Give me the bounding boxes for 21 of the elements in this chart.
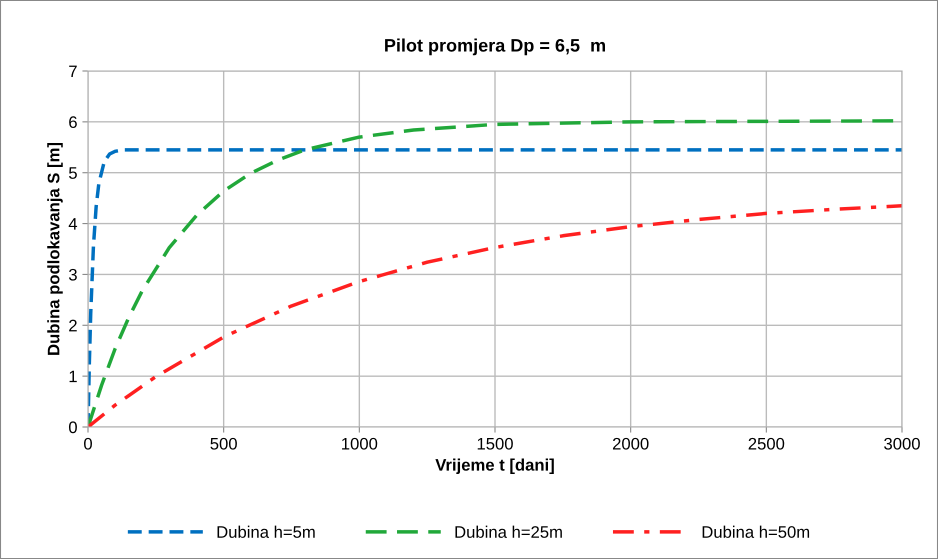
y-tick-label: 1 xyxy=(70,370,77,382)
y-tick-label: 6 xyxy=(69,116,77,128)
x-tick-label: 0 xyxy=(84,438,92,450)
y-tick-label: 5 xyxy=(68,167,77,179)
y-axis-title: Dubina podlokavanja S [m] xyxy=(47,142,63,355)
y-tick-label: 4 xyxy=(68,218,78,230)
legend-label: Dubina h=5m xyxy=(218,526,315,538)
x-tick-label: 1500 xyxy=(478,438,513,450)
y-tick-label: 2 xyxy=(69,320,77,332)
x-tick-label: 2000 xyxy=(612,438,649,450)
x-tick-label: 3000 xyxy=(884,438,920,450)
x-tick-label: 500 xyxy=(210,438,237,450)
y-tick-label: 0 xyxy=(68,421,77,434)
y-tick-label: 3 xyxy=(68,268,77,281)
chart-title: Pilot promjera Dp = 6,5 m xyxy=(385,38,606,56)
y-tick-label: 7 xyxy=(69,66,77,78)
legend-label: Dubina h=50m xyxy=(702,526,810,538)
x-tick-label: 2500 xyxy=(748,438,784,450)
x-tick-label: 1000 xyxy=(342,438,378,450)
x-axis-title: Vrijeme t [dani] xyxy=(435,458,554,474)
legend-label: Dubina h=25m xyxy=(455,526,562,538)
